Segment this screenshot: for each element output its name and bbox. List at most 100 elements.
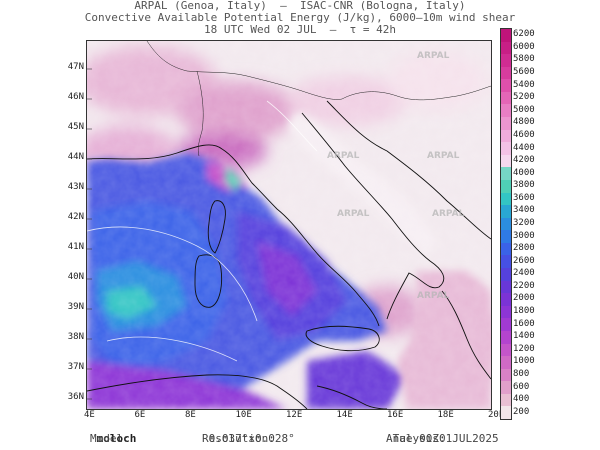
colorbar-swatch — [501, 318, 511, 332]
plot-header: ARPAL (Genoa, Italy) – ISAC-CNR (Bologna… — [0, 0, 600, 36]
colorbar-swatch — [501, 91, 511, 105]
colorbar-label: 3400 — [513, 205, 535, 216]
colorbar-label: 5000 — [513, 104, 535, 115]
national-borders — [146, 41, 491, 157]
watermark-label: ARPAL — [327, 151, 360, 161]
colorbar-swatch — [501, 330, 511, 344]
watermark-label: ARPAL — [432, 209, 465, 219]
colorbar-swatch — [501, 217, 511, 231]
header-line-institutions: ARPAL (Genoa, Italy) – ISAC-CNR (Bologna… — [134, 0, 466, 12]
coastlines — [87, 100, 491, 409]
colorbar-swatch — [501, 167, 511, 181]
cape-colorbar — [500, 28, 512, 420]
colorbar-label: 4800 — [513, 117, 535, 128]
graticule-ticks — [87, 68, 92, 400]
colorbar-label: 6200 — [513, 29, 535, 40]
colorbar-label: 600 — [513, 381, 530, 392]
model-value: moloch — [96, 432, 137, 445]
wind-shear-contours — [87, 100, 318, 362]
colorbar-label: 2200 — [513, 280, 535, 291]
analysis-label: Analysis: — [386, 432, 446, 445]
longitude-label: 10E — [235, 410, 252, 420]
colorbar-swatch — [501, 255, 511, 269]
longitude-label: 14E — [336, 410, 353, 420]
colorbar-label: 3000 — [513, 230, 535, 241]
colorbar-swatch — [501, 406, 511, 420]
colorbar-label: 5600 — [513, 67, 535, 78]
colorbar-swatch — [501, 356, 511, 370]
watermark-label: ARPAL — [417, 291, 450, 301]
colorbar-label: 2000 — [513, 293, 535, 304]
colorbar-swatch — [501, 381, 511, 395]
colorbar-label: 5800 — [513, 54, 535, 65]
colorbar-label: 4400 — [513, 142, 535, 153]
colorbar-swatch — [501, 242, 511, 256]
colorbar-label: 1600 — [513, 318, 535, 329]
longitude-label: 18E — [437, 410, 454, 420]
longitude-label: 20E — [488, 410, 505, 420]
map-svg — [87, 41, 491, 409]
colorbar-swatch — [501, 280, 511, 294]
colorbar-label: 800 — [513, 368, 530, 379]
colorbar-label: 2800 — [513, 243, 535, 254]
colorbar-swatch — [501, 66, 511, 80]
latitude-label: 42N — [67, 212, 84, 222]
latitude-label: 37N — [67, 362, 84, 372]
colorbar-label: 5200 — [513, 92, 535, 103]
latitude-label: 43N — [67, 182, 84, 192]
colorbar-swatch — [501, 268, 511, 282]
longitude-label: 8E — [185, 410, 196, 420]
colorbar-label: 4200 — [513, 155, 535, 166]
latitude-label: 46N — [67, 92, 84, 102]
colorbar-swatch — [501, 393, 511, 407]
latitude-label: 45N — [67, 122, 84, 132]
latitude-label: 44N — [67, 152, 84, 162]
colorbar-swatch — [501, 129, 511, 143]
resolution-label: Resolution: — [202, 432, 275, 445]
colorbar-swatch — [501, 104, 511, 118]
colorbar-label: 4000 — [513, 167, 535, 178]
colorbar-swatch — [501, 179, 511, 194]
colorbar-labels: 6200 6000 5800 5600 5400 5200 5000 4800 4600 4400… — [513, 28, 573, 418]
analysis-value: Tue 00Z01JUL2025 — [392, 432, 499, 445]
latitude-label: 36N — [67, 392, 84, 402]
colorbar-label: 1200 — [513, 343, 535, 354]
texture-overlay — [87, 41, 491, 409]
colorbar-swatch — [501, 29, 511, 43]
colorbar-label: 5400 — [513, 79, 535, 90]
watermark-label: ARPAL — [417, 51, 450, 61]
longitude-label: 12E — [286, 410, 303, 420]
latitude-label: 38N — [67, 332, 84, 342]
colorbar-label: 3600 — [513, 192, 535, 203]
colorbar-swatch — [501, 192, 511, 206]
colorbar-swatch — [501, 142, 511, 156]
colorbar-label: 1800 — [513, 306, 535, 317]
colorbar-swatch — [501, 205, 511, 219]
colorbar-swatch — [501, 368, 511, 382]
header-line-validity: 18 UTC Wed 02 JUL – τ = 42h — [203, 23, 397, 36]
colorbar-label: 400 — [513, 394, 530, 405]
colorbar-label: 6000 — [513, 41, 535, 52]
longitude-label: 6E — [134, 410, 146, 420]
colorbar-swatch — [501, 41, 511, 55]
watermark-label: ARPAL — [427, 151, 460, 161]
colorbar-label: 1400 — [513, 331, 535, 342]
longitude-label: 4E — [84, 410, 95, 420]
cape-map: ARPAL ARPAL ARPAL ARPAL ARPAL ARPAL — [86, 40, 492, 410]
colorbar-label: 4600 — [513, 129, 535, 140]
header-line-variable: Convective Available Potential Energy (J… — [84, 11, 516, 24]
model-label: Model: — [90, 432, 130, 445]
colorbar-label: 200 — [513, 406, 530, 417]
colorbar-label: 3800 — [513, 180, 535, 191]
resolution-value: 0.037°×0.028° — [208, 432, 295, 445]
colorbar-label: 2600 — [513, 255, 535, 266]
colorbar-label: 2400 — [513, 268, 535, 279]
latitude-label: 39N — [67, 302, 84, 312]
latitude-label: 41N — [67, 242, 84, 252]
colorbar-swatch — [501, 79, 511, 93]
colorbar-label: 3200 — [513, 218, 535, 228]
colorbar-label: 1000 — [513, 356, 535, 367]
watermark-label: ARPAL — [337, 209, 370, 219]
colorbar-swatch — [501, 54, 511, 68]
colorbar-swatch — [501, 293, 511, 307]
